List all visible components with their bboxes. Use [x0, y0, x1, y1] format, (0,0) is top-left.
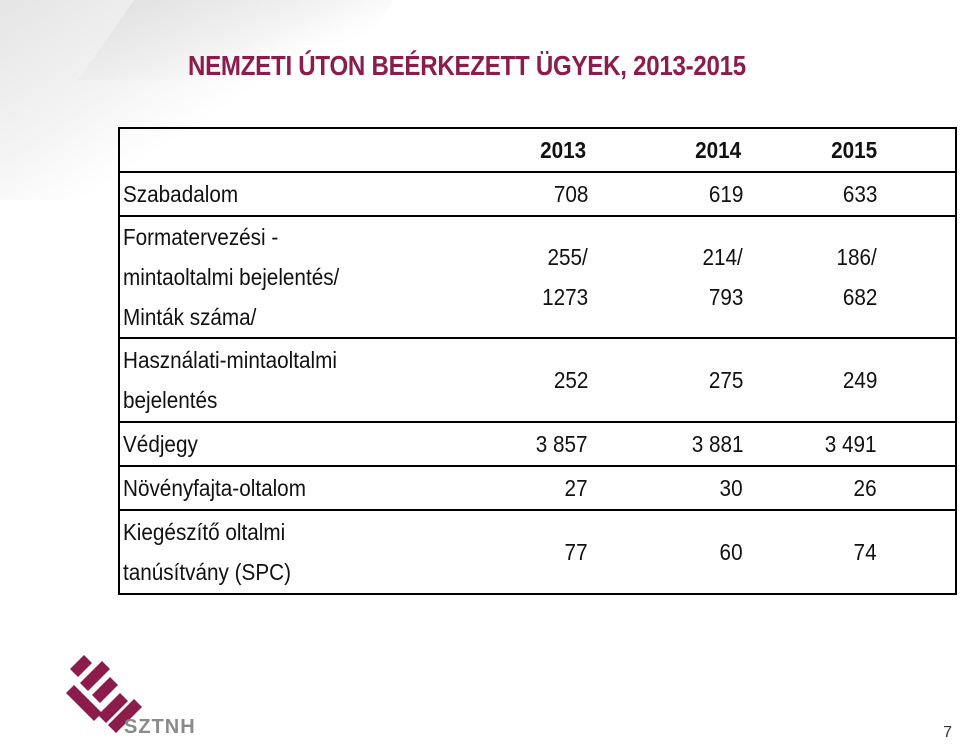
header-empty-cell [118, 127, 484, 173]
cell-2015: 26 [749, 465, 957, 511]
cell-2013: 27 [483, 465, 595, 511]
header-2015: 2015 [749, 127, 957, 173]
cell-2015: 186/682 [749, 215, 957, 339]
cell-2013: 255/1273 [483, 215, 595, 339]
cell-2013: 3 857 [483, 421, 595, 467]
cell-2015: 633 [749, 171, 957, 217]
table-row: Védjegy 3 857 3 881 3 491 [118, 421, 957, 467]
cell-2014: 214/793 [594, 215, 750, 339]
cell-2015: 74 [749, 509, 957, 595]
table-row: Használati-mintaoltalmi bejelentés 252 2… [118, 337, 957, 423]
cell-2014: 60 [594, 509, 750, 595]
cell-2014: 3 881 [594, 421, 750, 467]
header-2013: 2013 [483, 127, 595, 173]
cell-2013: 252 [483, 337, 595, 423]
cell-2014: 30 [594, 465, 750, 511]
logo-text: SZTNH [124, 716, 196, 738]
table-row: Szabadalom 708 619 633 [118, 171, 957, 217]
row-label: Védjegy [118, 421, 484, 467]
cell-2015: 249 [749, 337, 957, 423]
cell-2013: 708 [483, 171, 595, 217]
row-label: Formatervezési - mintaoltalmi bejelentés… [118, 215, 484, 339]
table-row: Kiegészítő oltalmi tanúsítvány (SPC) 77 … [118, 509, 957, 595]
cell-2015: 3 491 [749, 421, 957, 467]
row-label: Növényfajta-oltalom [118, 465, 484, 511]
cell-2014: 619 [594, 171, 750, 217]
table-row: Növényfajta-oltalom 27 30 26 [118, 465, 957, 511]
header-2014: 2014 [594, 127, 750, 173]
table-row: Formatervezési - mintaoltalmi bejelentés… [118, 215, 957, 339]
table-header-row: 2013 2014 2015 [118, 127, 957, 173]
page-title: NEMZETI ÚTON BEÉRKEZETT ÜGYEK, 2013-2015 [188, 50, 746, 81]
page-number: 7 [943, 724, 952, 741]
sztnh-logo-icon [66, 655, 142, 733]
row-label: Kiegészítő oltalmi tanúsítvány (SPC) [118, 509, 484, 595]
cell-2014: 275 [594, 337, 750, 423]
cell-2013: 77 [483, 509, 595, 595]
data-table: 2013 2014 2015 Szabadalom 708 619 633 Fo… [118, 127, 957, 595]
row-label: Szabadalom [118, 171, 484, 217]
row-label: Használati-mintaoltalmi bejelentés [118, 337, 484, 423]
